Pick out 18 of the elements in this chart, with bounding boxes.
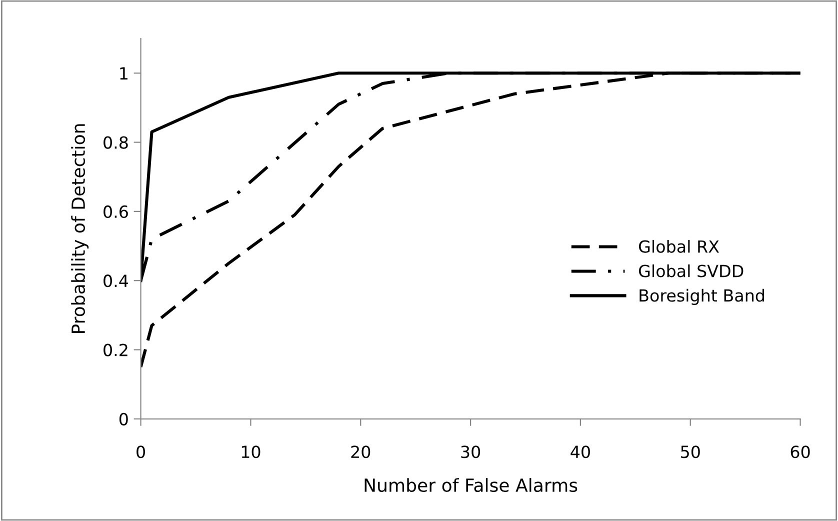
y-tick-label: 0.8	[104, 136, 128, 149]
x-tick-label: 10	[242, 446, 260, 458]
x-tick-label: 20	[351, 446, 370, 458]
x-tick-label: 0	[136, 446, 145, 458]
y-axis-title: Probability of Detection	[71, 124, 89, 333]
x-tick-label: 60	[790, 446, 810, 458]
y-tick-label: 0	[119, 412, 128, 426]
x-axis-title: Number of False Alarms	[364, 478, 578, 492]
y-tick-label: 0.2	[104, 344, 128, 356]
legend-label: Global RX	[638, 240, 719, 253]
x-tick-label: 40	[570, 446, 590, 458]
legend-label: Global SVDD	[638, 264, 744, 278]
x-tick-label: 30	[461, 446, 480, 458]
legend-label: Boresight Band	[640, 288, 764, 305]
y-tick-label: 0.6	[104, 205, 128, 218]
y-tick-label: 0.4	[104, 274, 128, 288]
x-tick-label: 50	[681, 446, 700, 458]
y-tick-label: 1	[120, 67, 128, 80]
